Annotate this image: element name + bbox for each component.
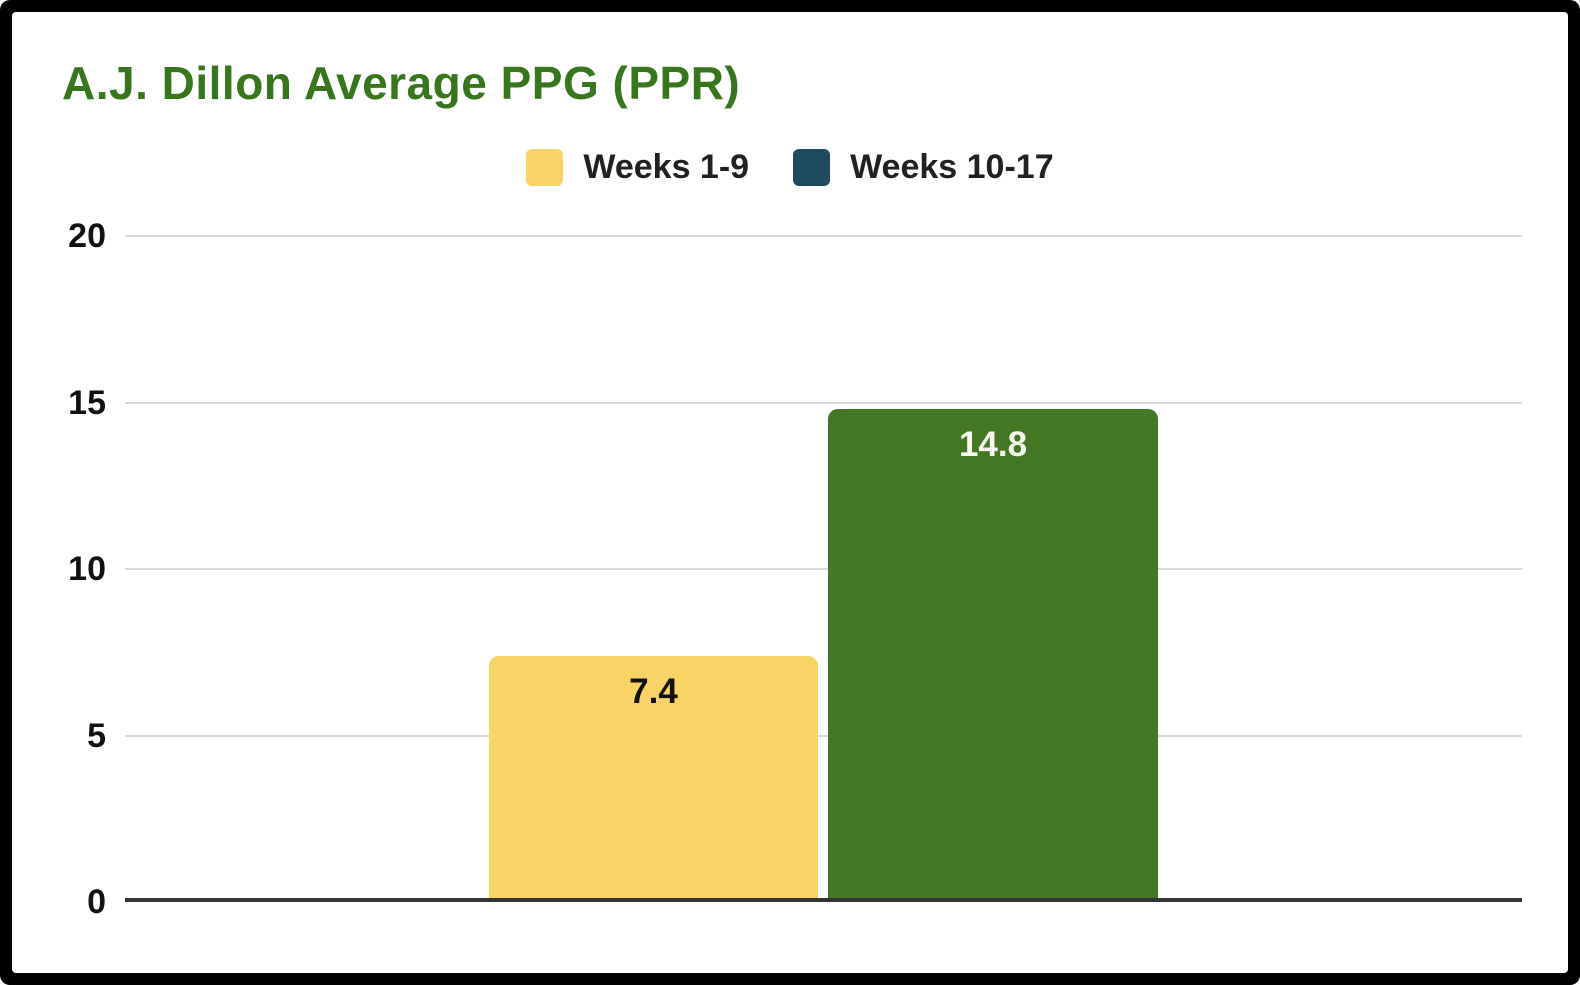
- y-tick-label: 15: [68, 383, 106, 422]
- legend-item-1: Weeks 1-9: [526, 148, 749, 187]
- bar-weeks-10-17: 14.8: [828, 409, 1158, 902]
- y-tick-label: 10: [68, 550, 106, 588]
- gridline: [125, 568, 1522, 570]
- legend-label: Weeks 1-9: [583, 148, 750, 186]
- y-tick-label: 5: [87, 716, 106, 755]
- bar-weeks-1-9: 7.4: [489, 656, 818, 902]
- gridline: [125, 235, 1522, 237]
- legend-item-2: Weeks 10-17: [793, 148, 1054, 187]
- y-tick-label: 20: [68, 217, 106, 255]
- y-tick-label: 0: [87, 883, 106, 921]
- legend-swatch-icon: [526, 149, 564, 186]
- x-axis-baseline: [125, 898, 1522, 902]
- gridline: [125, 734, 1522, 737]
- legend-label: Weeks 10-17: [850, 148, 1054, 186]
- gridline: [125, 401, 1522, 404]
- plot-area: 7.4 14.8: [125, 235, 1522, 902]
- bar-value-label: 14.8: [958, 425, 1028, 464]
- legend-swatch-icon: [793, 149, 831, 186]
- chart-legend: Weeks 1-9 Weeks 10-17: [12, 148, 1568, 187]
- chart-canvas: A.J. Dillon Average PPG (PPR) Weeks 1-9 W…: [12, 12, 1568, 973]
- y-axis-tick-labels: 0 5 10 15 20: [12, 217, 106, 921]
- bar-value-label: 7.4: [629, 672, 678, 711]
- chart-title: A.J. Dillon Average PPG (PPR): [62, 57, 741, 109]
